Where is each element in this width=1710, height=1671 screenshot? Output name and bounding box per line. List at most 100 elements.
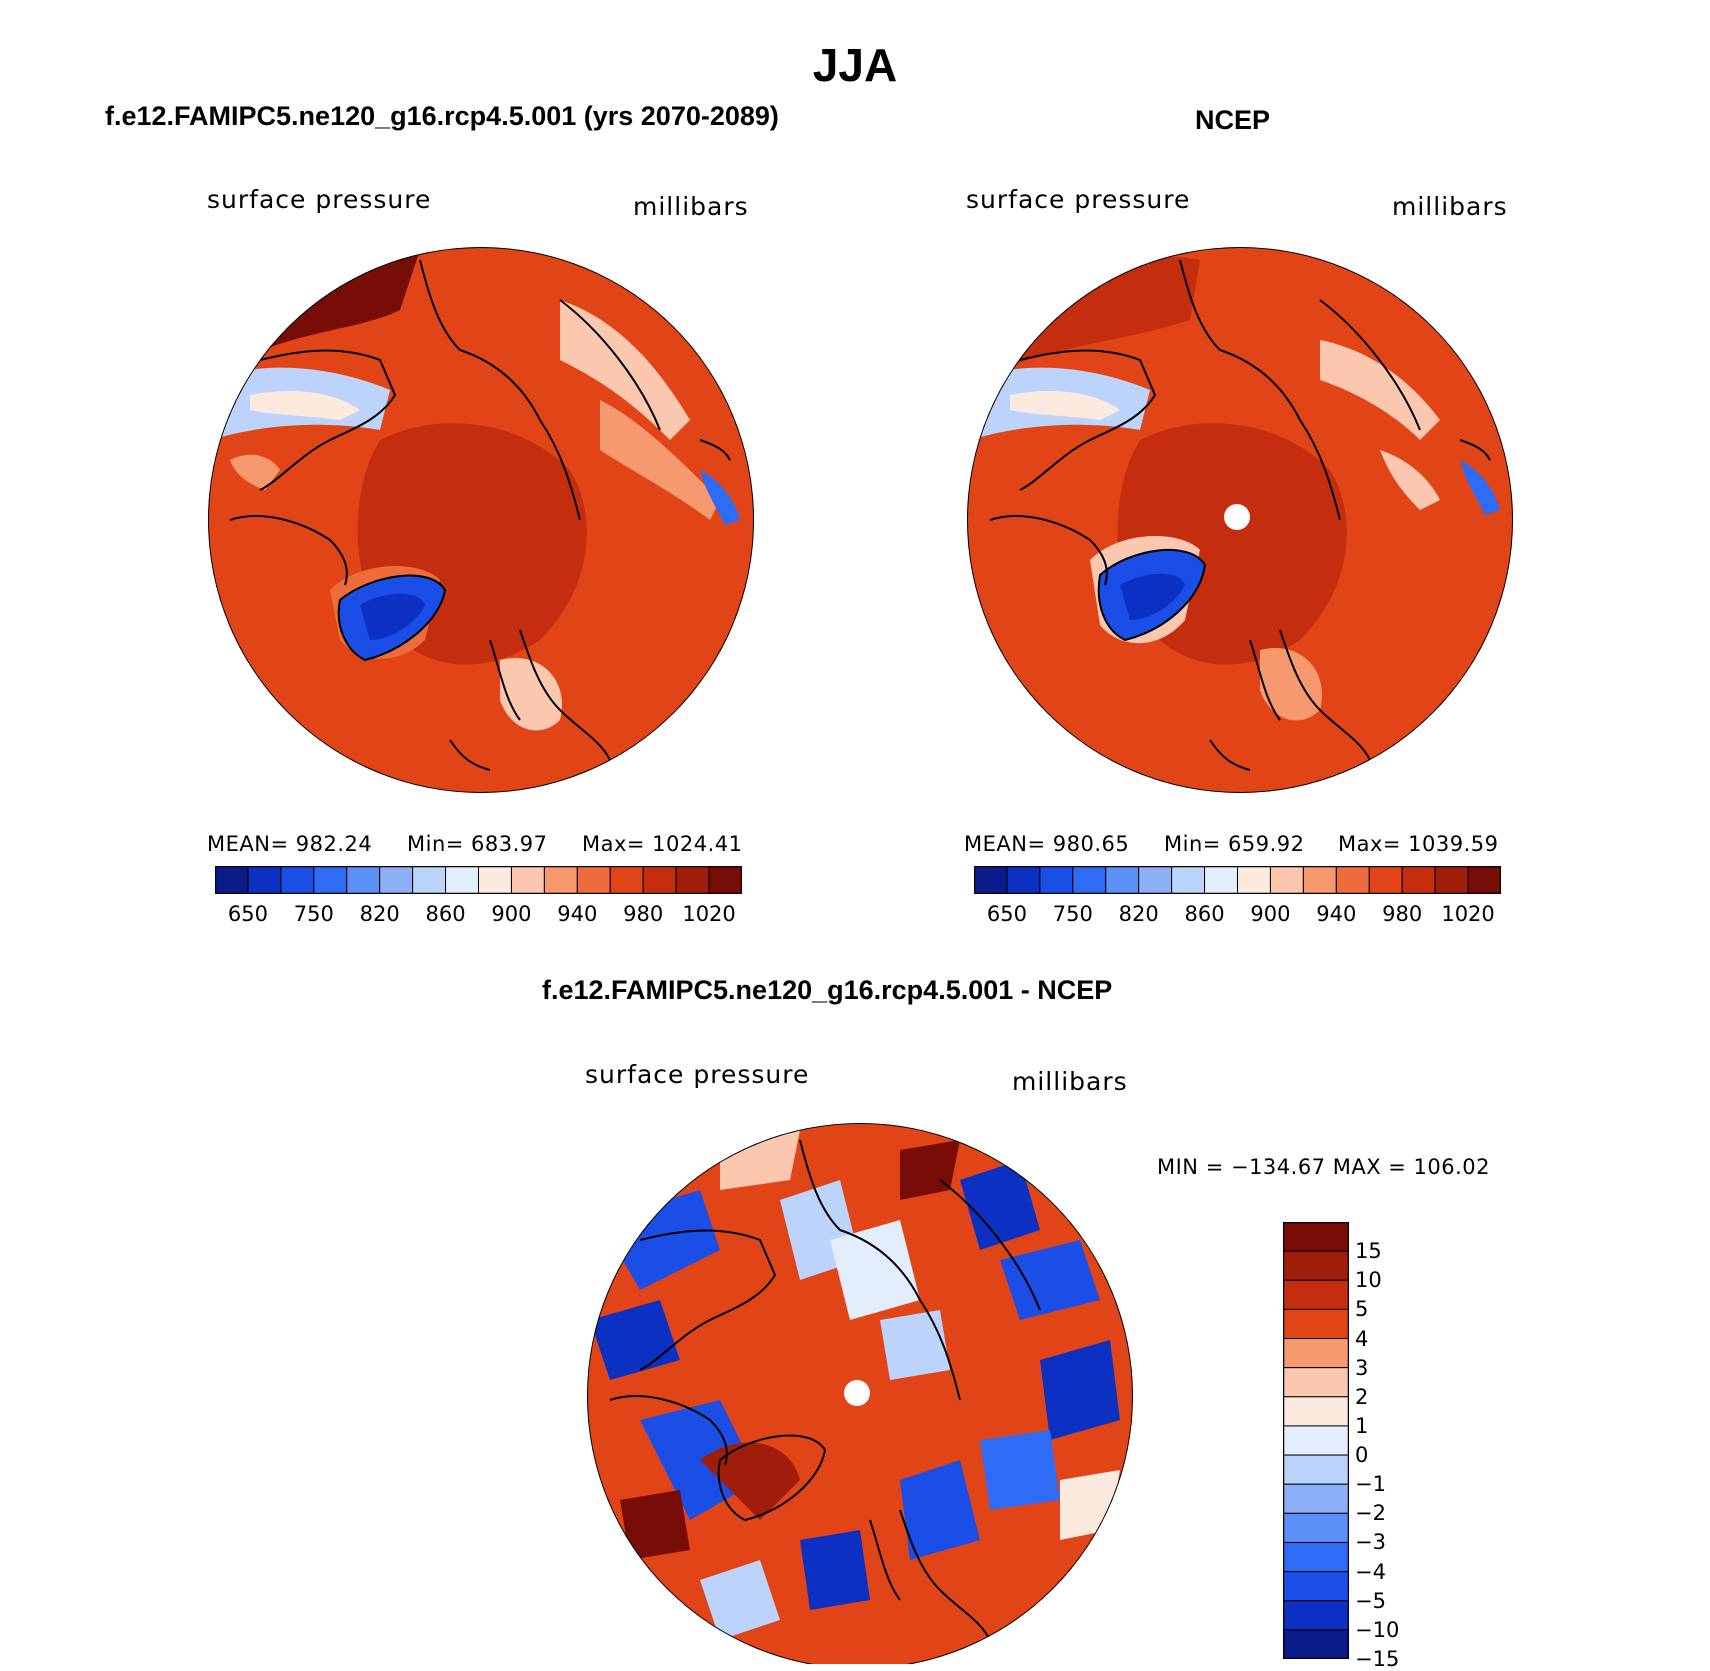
colorbar-swatch xyxy=(1105,866,1140,894)
colorbar-tick-label: 4 xyxy=(1355,1326,1369,1351)
colorbar-swatch xyxy=(1283,1338,1349,1369)
colorbar-tick-label: 650 xyxy=(227,902,268,926)
diff-colorbar xyxy=(1283,1222,1349,1659)
colorbar-swatch xyxy=(1072,866,1107,894)
colorbar-swatch xyxy=(1283,1367,1349,1398)
diff-variable-label: surface pressure xyxy=(585,1060,810,1089)
colorbar-tick-label: −3 xyxy=(1355,1530,1386,1555)
colorbar-tick-label: 820 xyxy=(1118,902,1159,926)
colorbar-swatch xyxy=(1039,866,1074,894)
model-panel-title: f.e12.FAMIPC5.ne120_g16.rcp4.5.001 (yrs … xyxy=(105,101,779,131)
colorbar-swatch xyxy=(247,866,282,894)
obs-polar-map xyxy=(967,247,1513,793)
obs-mean-stat: MEAN= 980.65 xyxy=(964,832,1130,856)
obs-variable-label: surface pressure xyxy=(966,185,1191,214)
colorbar-tick-label: 750 xyxy=(293,902,334,926)
colorbar-tick-label: 2 xyxy=(1355,1384,1369,1409)
colorbar-swatch xyxy=(478,866,512,894)
colorbar-tick-label: 940 xyxy=(557,902,598,926)
obs-units-label: millibars xyxy=(1392,192,1508,221)
colorbar-swatch xyxy=(974,866,1008,894)
model-variable-label: surface pressure xyxy=(207,185,432,214)
colorbar-tick-label: 1020 xyxy=(1441,902,1495,926)
colorbar-swatch xyxy=(609,866,644,894)
colorbar-swatch xyxy=(1335,866,1370,894)
colorbar-swatch xyxy=(1283,1279,1349,1310)
colorbar-swatch xyxy=(1237,866,1271,894)
colorbar-tick-label: −2 xyxy=(1355,1501,1386,1526)
colorbar-tick-label: 1020 xyxy=(682,902,736,926)
colorbar-tick-label: 900 xyxy=(491,902,532,926)
colorbar-swatch xyxy=(215,866,249,894)
model-max-stat: Max= 1024.41 xyxy=(582,832,743,856)
obs-panel-title: NCEP xyxy=(1195,105,1271,135)
colorbar-swatch xyxy=(1283,1454,1349,1485)
colorbar-swatch xyxy=(1269,866,1304,894)
colorbar-swatch xyxy=(1283,1425,1349,1456)
colorbar-tick-label: 5 xyxy=(1355,1297,1369,1322)
colorbar-swatch xyxy=(1171,866,1206,894)
colorbar-swatch xyxy=(1283,1600,1349,1631)
colorbar-tick-label: 3 xyxy=(1355,1355,1369,1380)
colorbar-swatch xyxy=(445,866,479,894)
colorbar-tick-label: 10 xyxy=(1355,1268,1382,1293)
colorbar-swatch xyxy=(1283,1396,1349,1427)
diff-units-label: millibars xyxy=(1012,1067,1128,1096)
colorbar-tick-label: 650 xyxy=(986,902,1027,926)
model-polar-map xyxy=(208,247,754,793)
colorbar-swatch xyxy=(1283,1483,1349,1514)
colorbar-swatch xyxy=(1368,866,1403,894)
diff-panel-title: f.e12.FAMIPC5.ne120_g16.rcp4.5.001 - NCE… xyxy=(542,975,1113,1005)
colorbar-swatch xyxy=(1283,1308,1349,1340)
model-colorbar xyxy=(215,866,742,894)
colorbar-tick-label: −4 xyxy=(1355,1559,1386,1584)
colorbar-tick-label: 750 xyxy=(1052,902,1093,926)
colorbar-swatch xyxy=(1006,866,1041,894)
colorbar-swatch xyxy=(675,866,710,894)
colorbar-swatch xyxy=(708,866,742,894)
colorbar-swatch xyxy=(576,866,611,894)
colorbar-tick-label: 860 xyxy=(425,902,466,926)
colorbar-swatch xyxy=(1283,1629,1349,1659)
colorbar-swatch xyxy=(1434,866,1469,894)
colorbar-swatch xyxy=(543,866,578,894)
colorbar-swatch xyxy=(346,866,381,894)
colorbar-tick-label: 0 xyxy=(1355,1443,1369,1468)
colorbar-swatch xyxy=(1467,866,1501,894)
colorbar-swatch xyxy=(1302,866,1337,894)
colorbar-tick-label: 1 xyxy=(1355,1413,1369,1438)
obs-max-stat: Max= 1039.59 xyxy=(1338,832,1499,856)
colorbar-swatch xyxy=(1283,1541,1349,1573)
colorbar-tick-label: −15 xyxy=(1355,1647,1400,1671)
colorbar-swatch xyxy=(280,866,315,894)
colorbar-swatch xyxy=(1138,866,1173,894)
colorbar-tick-label: 15 xyxy=(1355,1239,1382,1264)
colorbar-swatch xyxy=(1283,1571,1349,1602)
diff-polar-map xyxy=(587,1123,1133,1664)
colorbar-tick-label: 900 xyxy=(1250,902,1291,926)
model-mean-stat: MEAN= 982.24 xyxy=(207,832,373,856)
colorbar-tick-label: 980 xyxy=(1382,902,1423,926)
colorbar-tick-label: 940 xyxy=(1316,902,1357,926)
obs-min-stat: Min= 659.92 xyxy=(1164,832,1305,856)
colorbar-swatch xyxy=(642,866,677,894)
colorbar-swatch xyxy=(379,866,414,894)
colorbar-swatch xyxy=(412,866,447,894)
model-min-stat: Min= 683.97 xyxy=(407,832,548,856)
diff-minmax-stat: MIN = −134.67 MAX = 106.02 xyxy=(1157,1155,1491,1179)
figure-title: JJA xyxy=(812,39,898,91)
colorbar-swatch xyxy=(1283,1512,1349,1543)
colorbar-tick-label: 980 xyxy=(623,902,664,926)
obs-colorbar xyxy=(974,866,1501,894)
colorbar-swatch xyxy=(1283,1222,1349,1252)
colorbar-tick-label: 860 xyxy=(1184,902,1225,926)
colorbar-swatch xyxy=(510,866,545,894)
colorbar-tick-label: −10 xyxy=(1355,1617,1400,1642)
model-units-label: millibars xyxy=(633,192,749,221)
colorbar-swatch xyxy=(313,866,348,894)
colorbar-tick-label: −5 xyxy=(1355,1588,1386,1613)
colorbar-tick-label: −1 xyxy=(1355,1472,1386,1497)
colorbar-swatch xyxy=(1401,866,1436,894)
colorbar-swatch xyxy=(1204,866,1238,894)
